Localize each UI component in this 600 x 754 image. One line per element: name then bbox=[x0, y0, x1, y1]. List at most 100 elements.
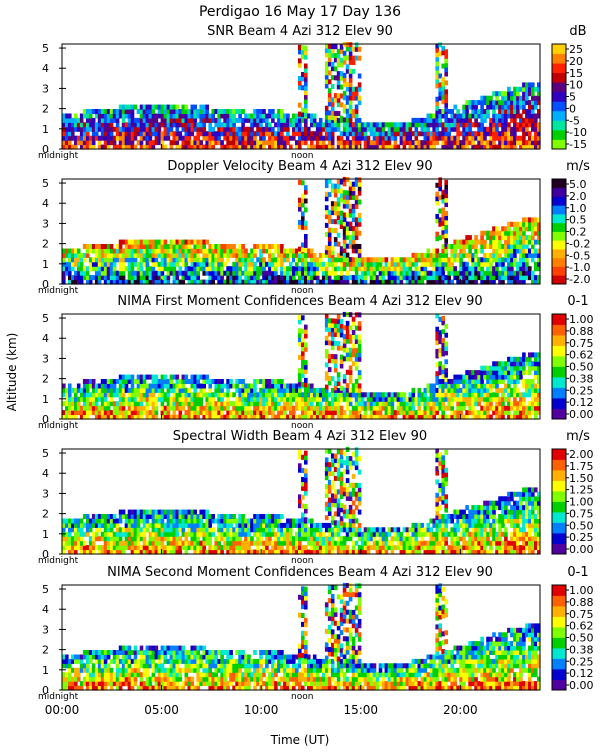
field-cell bbox=[173, 410, 177, 415]
field-cell bbox=[328, 237, 332, 242]
field-cell bbox=[456, 136, 460, 141]
panel-title: NIMA First Moment Confidences Beam 4 Azi… bbox=[117, 294, 482, 309]
colorbar-swatch bbox=[552, 63, 566, 73]
field-cell bbox=[486, 109, 490, 114]
field-cell bbox=[337, 314, 341, 319]
field-cell bbox=[415, 262, 419, 267]
field-cell bbox=[358, 177, 362, 182]
field-cell bbox=[355, 361, 359, 366]
field-cell bbox=[349, 78, 353, 83]
field-cell bbox=[534, 118, 538, 123]
field-cell bbox=[489, 262, 493, 267]
field-cell bbox=[349, 397, 353, 402]
field-cell bbox=[358, 326, 362, 331]
field-cell bbox=[113, 266, 117, 271]
field-cell bbox=[208, 388, 212, 393]
field-cell bbox=[286, 127, 290, 132]
field-cell bbox=[202, 388, 206, 393]
field-cell bbox=[343, 248, 347, 253]
field-cell bbox=[137, 523, 141, 528]
field-cell bbox=[68, 140, 72, 145]
midnight-label: midnight bbox=[38, 286, 79, 296]
field-cell bbox=[313, 114, 317, 119]
field-cell bbox=[319, 118, 323, 123]
field-cell bbox=[80, 527, 84, 532]
y-tick-label: 4 bbox=[42, 62, 49, 75]
field-cell bbox=[349, 42, 353, 47]
field-cell bbox=[131, 384, 135, 389]
field-cell bbox=[528, 131, 532, 136]
field-cell bbox=[140, 140, 144, 145]
field-cell bbox=[331, 84, 335, 89]
field-cell bbox=[444, 215, 448, 220]
field-cell bbox=[450, 109, 454, 114]
field-cell bbox=[382, 275, 386, 280]
field-cell bbox=[95, 401, 99, 406]
y-tick-label: 5 bbox=[42, 42, 49, 55]
field-cell bbox=[211, 127, 215, 132]
field-cell bbox=[334, 359, 338, 364]
field-cell bbox=[409, 127, 413, 132]
field-cell bbox=[319, 131, 323, 136]
field-cell bbox=[182, 406, 186, 411]
field-cell bbox=[196, 253, 200, 258]
field-cell bbox=[513, 118, 517, 123]
field-cell bbox=[226, 397, 230, 402]
field-cell bbox=[346, 199, 350, 204]
colorbar-swatch bbox=[552, 377, 566, 388]
field-cell bbox=[86, 271, 90, 276]
field-cell bbox=[480, 105, 484, 110]
field-cell bbox=[325, 205, 329, 210]
field-cell bbox=[62, 275, 66, 280]
field-cell bbox=[352, 317, 356, 322]
field-cell bbox=[95, 532, 99, 537]
field-cell bbox=[334, 237, 338, 242]
field-cell bbox=[68, 532, 72, 537]
field-cell bbox=[415, 127, 419, 132]
field-cell bbox=[394, 140, 398, 145]
field-cell bbox=[444, 211, 448, 216]
field-cell bbox=[92, 541, 96, 546]
field-cell bbox=[167, 136, 171, 141]
field-cell bbox=[238, 114, 242, 119]
field-cell bbox=[119, 519, 123, 524]
field-cell bbox=[193, 388, 197, 393]
field-cell bbox=[334, 368, 338, 373]
field-cell bbox=[516, 379, 520, 384]
field-cell bbox=[98, 527, 102, 532]
field-cell bbox=[388, 140, 392, 145]
field-cell bbox=[343, 51, 347, 56]
colorbar-swatch bbox=[552, 139, 566, 149]
field-cell bbox=[232, 122, 236, 127]
field-cell bbox=[328, 275, 332, 280]
field-cell bbox=[358, 100, 362, 105]
field-cell bbox=[513, 384, 517, 389]
field-cell bbox=[292, 136, 296, 141]
field-cell bbox=[480, 379, 484, 384]
field-cell bbox=[444, 98, 448, 103]
field-cell bbox=[137, 541, 141, 546]
field-cell bbox=[220, 397, 224, 402]
colorbar-swatch bbox=[552, 388, 566, 399]
field-cell bbox=[444, 359, 448, 364]
y-tick-label: 3 bbox=[42, 217, 49, 230]
field-cell bbox=[319, 257, 323, 262]
field-cell bbox=[444, 63, 448, 68]
field-cell bbox=[391, 401, 395, 406]
field-cell bbox=[358, 96, 362, 101]
field-cell bbox=[465, 109, 469, 114]
y-tick-label: 4 bbox=[42, 332, 49, 345]
field-cell bbox=[480, 235, 484, 240]
field-cell bbox=[349, 326, 353, 331]
field-cell bbox=[179, 131, 183, 136]
field-cell bbox=[358, 182, 362, 187]
field-cell bbox=[355, 204, 359, 209]
field-cell bbox=[304, 50, 308, 55]
field-cell bbox=[507, 226, 511, 231]
field-cell bbox=[456, 127, 460, 132]
field-cell bbox=[358, 344, 362, 349]
field-cell bbox=[337, 206, 341, 211]
colorbar-swatch bbox=[552, 325, 566, 336]
field-cell bbox=[346, 321, 350, 326]
field-cell bbox=[444, 54, 448, 59]
